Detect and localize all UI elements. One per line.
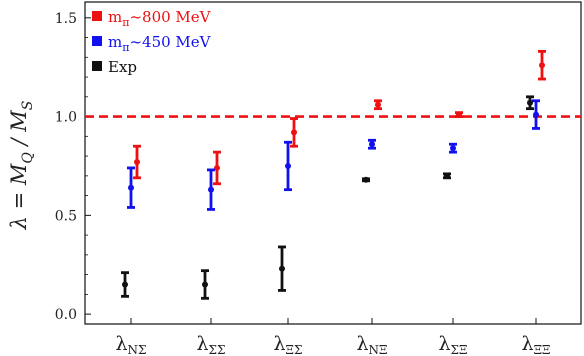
y-tick-label-2: 1.0 xyxy=(55,110,77,126)
data-point xyxy=(201,269,209,300)
y-axis-label-lead: λ = xyxy=(7,185,31,230)
data-marker xyxy=(533,111,539,118)
x-tick-label-3: λNΞ xyxy=(357,333,388,356)
y-axis-label-m1-sub: Q xyxy=(20,152,36,164)
data-point xyxy=(284,140,292,192)
data-point xyxy=(127,166,135,209)
data-marker xyxy=(363,176,369,183)
x-tick-label-subscript: ΣΣ xyxy=(209,343,226,356)
data-marker xyxy=(450,145,456,152)
legend-label-subscript: π xyxy=(122,41,129,54)
data-point xyxy=(278,245,286,292)
x-tick-label-subscript: NΞ xyxy=(369,343,388,356)
data-point xyxy=(290,117,298,148)
x-tick-label-symbol: λ xyxy=(522,333,534,355)
y-axis-label-sep: / xyxy=(7,132,31,152)
y-axis-label-m1: M xyxy=(7,163,31,186)
data-point xyxy=(368,138,376,150)
data-point xyxy=(207,168,215,211)
data-point xyxy=(362,176,370,183)
series-group xyxy=(121,49,546,300)
series-2 xyxy=(121,95,534,300)
legend-swatch-0 xyxy=(92,11,102,21)
x-tick-label-symbol: λ xyxy=(274,333,286,355)
plot-frame xyxy=(84,1,582,325)
x-tick-label-1: λΣΣ xyxy=(196,333,225,356)
x-tick-label-4: λΣΞ xyxy=(439,333,468,356)
legend-label-1: mπ~450 MeV xyxy=(108,33,212,54)
data-point xyxy=(532,99,540,130)
x-tick-label-5: λΞΞ xyxy=(522,333,551,356)
x-tick-label-subscript: ΣΞ xyxy=(451,343,468,356)
data-marker xyxy=(369,141,375,148)
legend-label-main: m xyxy=(108,33,122,51)
data-point xyxy=(121,271,129,298)
series-1 xyxy=(127,99,540,211)
data-marker xyxy=(375,101,381,108)
x-tick-label-symbol: λ xyxy=(115,333,127,355)
data-point xyxy=(538,49,546,81)
y-axis: 0.0 0.5 1.0 1.5 xyxy=(55,11,91,323)
x-tick-label-2: λΞΣ xyxy=(274,333,303,356)
legend-swatch-1 xyxy=(92,36,102,46)
y-axis-label-m2-sub: S xyxy=(20,101,36,111)
y-tick-label-3: 1.5 xyxy=(55,11,77,27)
x-tick-label-0: λNΣ xyxy=(115,333,146,356)
legend-swatch-2 xyxy=(92,61,102,71)
data-point xyxy=(213,150,221,186)
series-0 xyxy=(133,49,546,186)
data-marker xyxy=(214,164,220,171)
legend-label-rest: ~450 MeV xyxy=(129,33,211,51)
data-marker xyxy=(202,281,208,288)
legend-label-main: Exp xyxy=(108,58,137,76)
data-point xyxy=(443,172,451,180)
data-marker xyxy=(285,162,291,169)
y-axis-label-m2: M xyxy=(7,110,31,133)
x-tick-label-subscript: ΞΞ xyxy=(534,343,551,356)
y-tick-label-0: 0.0 xyxy=(55,307,77,323)
data-point xyxy=(455,111,463,118)
data-point xyxy=(133,144,141,180)
data-marker xyxy=(527,99,533,106)
x-tick-label-subscript: ΞΣ xyxy=(286,343,303,356)
x-tick-label-symbol: λ xyxy=(439,333,451,355)
x-tick-label-symbol: λ xyxy=(196,333,208,355)
data-marker xyxy=(208,186,214,193)
y-tick-label-1: 0.5 xyxy=(55,208,77,224)
data-marker xyxy=(291,129,297,136)
x-tick-label-symbol: λ xyxy=(357,333,369,355)
legend-label-rest: ~800 MeV xyxy=(129,8,211,26)
data-marker xyxy=(134,159,140,166)
data-marker xyxy=(122,281,128,288)
legend-label-2: Exp xyxy=(108,58,137,76)
legend-label-subscript: π xyxy=(122,16,129,29)
x-axis: λNΣ λΣΣ λΞΣ λNΞ λΣΞ λΞΞ xyxy=(115,318,550,356)
legend-label-0: mπ~800 MeV xyxy=(108,8,212,29)
x-tick-label-subscript: NΣ xyxy=(128,343,147,356)
legend-label-main: m xyxy=(108,8,122,26)
data-marker xyxy=(539,62,545,69)
data-point xyxy=(374,99,382,111)
data-point xyxy=(526,95,534,111)
data-marker xyxy=(128,184,134,191)
data-point xyxy=(449,142,457,154)
data-marker xyxy=(456,111,462,118)
data-marker xyxy=(444,172,450,179)
data-marker xyxy=(279,265,285,272)
y-axis-label: λ = MQ / MS xyxy=(7,101,36,231)
